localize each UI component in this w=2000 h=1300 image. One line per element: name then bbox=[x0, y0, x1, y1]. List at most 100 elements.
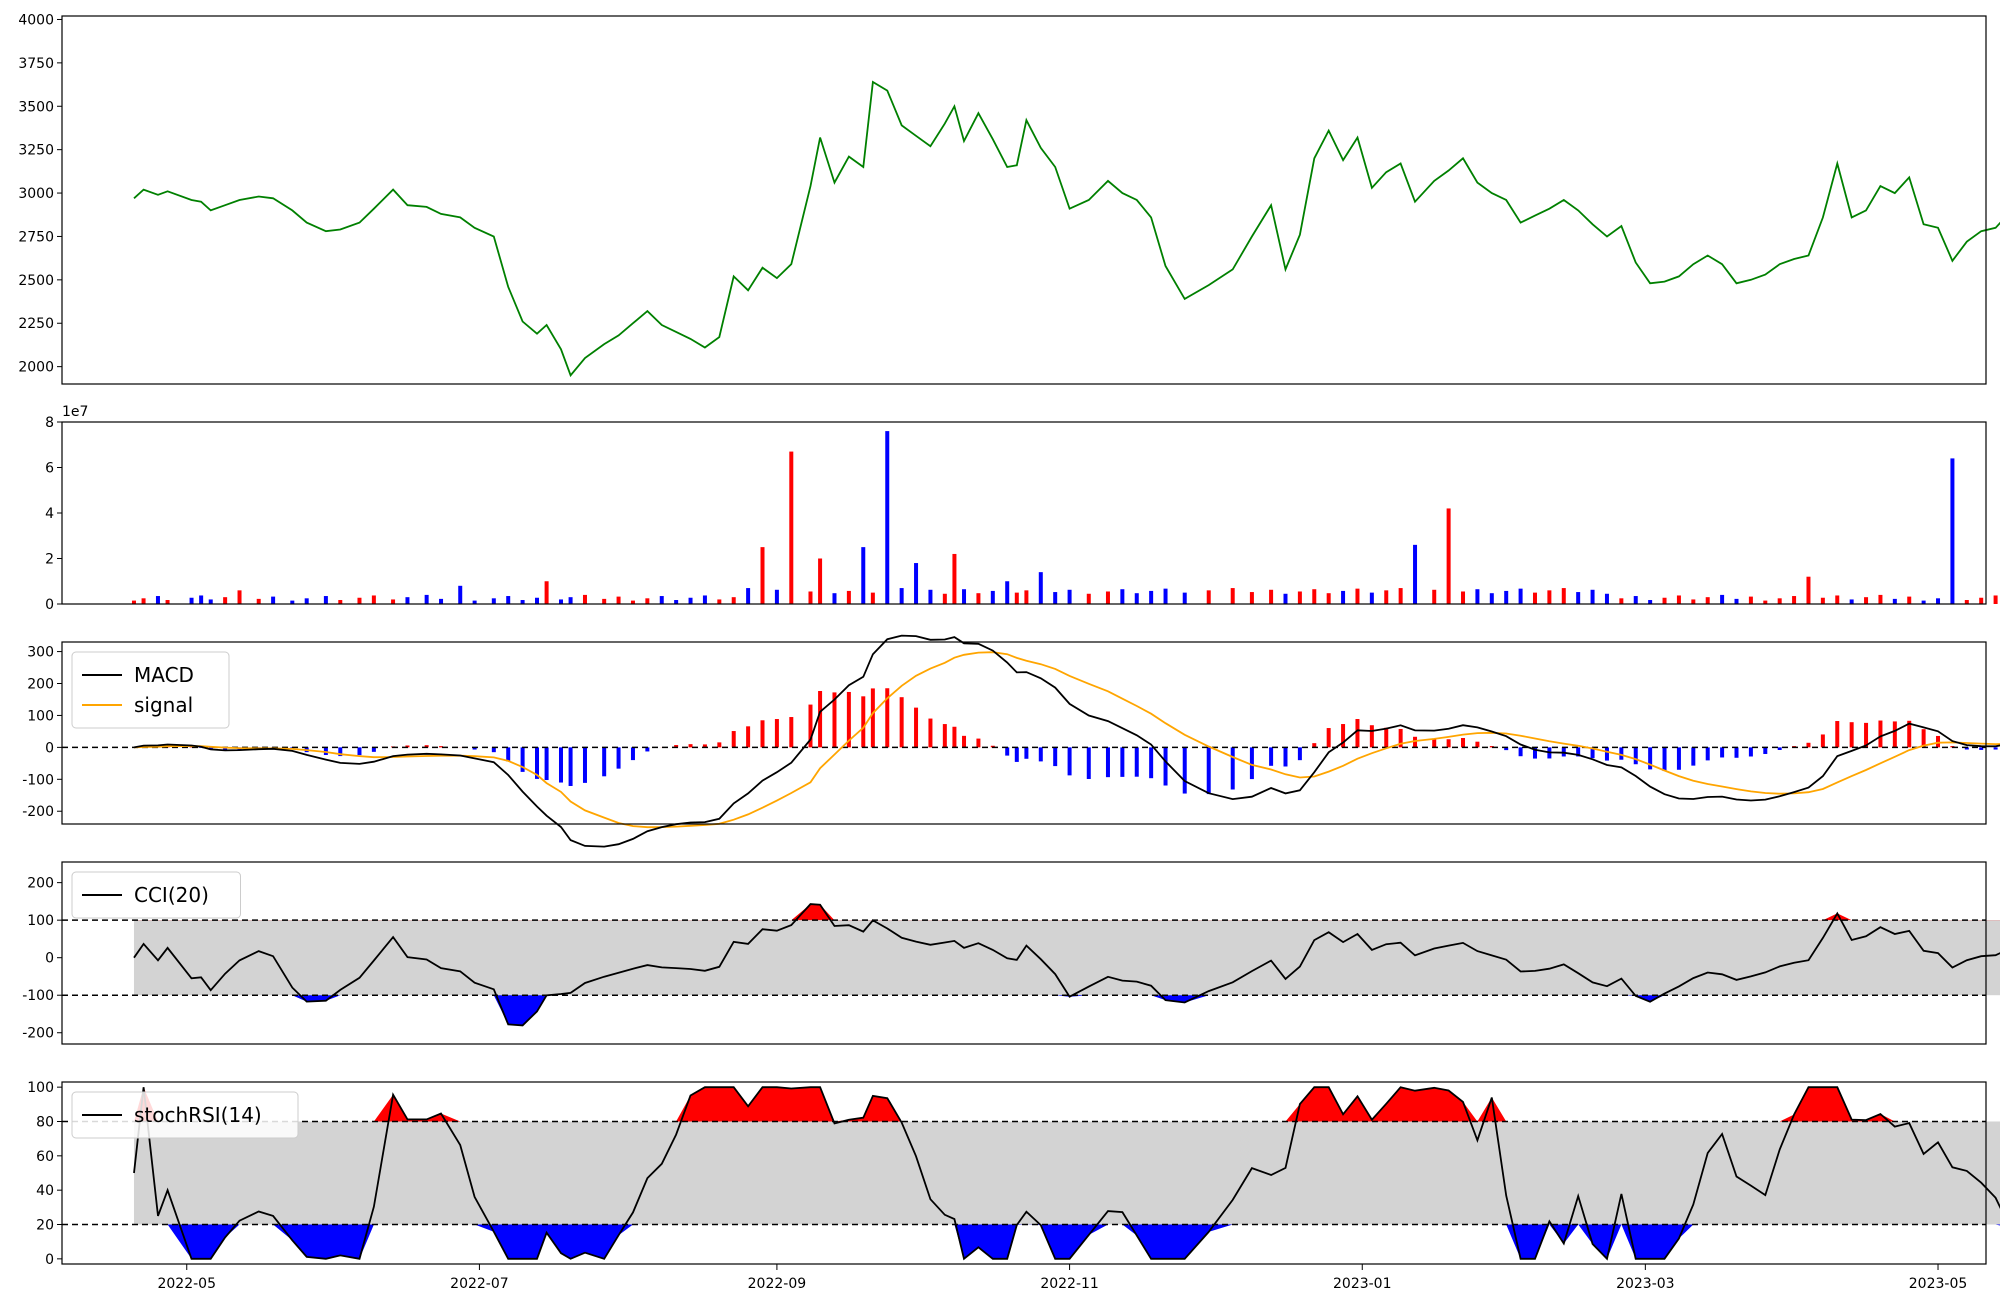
volume-bar bbox=[472, 600, 477, 604]
cci-legend-box bbox=[71, 871, 241, 919]
macd-hist-bar bbox=[1676, 747, 1681, 770]
volume-bar bbox=[357, 597, 362, 604]
macd-hist-bar bbox=[717, 742, 722, 748]
volume-bar bbox=[914, 563, 919, 604]
volume-bar bbox=[1777, 598, 1782, 604]
volume-bar bbox=[1619, 598, 1624, 604]
volume-bar bbox=[1763, 600, 1768, 604]
volume-bar bbox=[630, 600, 635, 604]
volume-bar bbox=[1849, 599, 1854, 604]
volume-bar bbox=[702, 595, 707, 604]
cci-line bbox=[133, 903, 2000, 1027]
macd-hist-bar bbox=[914, 707, 919, 748]
macd-hist-bar bbox=[645, 747, 650, 752]
volume-bar bbox=[1648, 600, 1653, 604]
volume-bar bbox=[568, 597, 573, 604]
macd-hist-bar bbox=[1475, 741, 1480, 748]
macd-hist-bar bbox=[1120, 747, 1125, 777]
macd-hist-bar bbox=[1806, 742, 1811, 748]
stochrsi-ytick-label: 80 bbox=[36, 1114, 54, 1130]
volume-bar bbox=[208, 599, 213, 604]
x-tick-label: 2022-11 bbox=[1040, 1276, 1099, 1292]
macd-hist-bar bbox=[731, 731, 736, 748]
price-ytick-label: 3500 bbox=[18, 99, 54, 115]
volume-bar bbox=[1024, 590, 1029, 604]
macd-hist-bar bbox=[846, 691, 851, 748]
cci-ytick-label: -100 bbox=[22, 988, 54, 1004]
volume-bar bbox=[405, 597, 410, 604]
price-ytick-label: 3750 bbox=[18, 56, 54, 72]
volume-bar bbox=[1182, 592, 1187, 604]
volume-bar bbox=[371, 595, 376, 604]
macd-hist-bar bbox=[424, 745, 429, 748]
volume-bar bbox=[1864, 597, 1869, 604]
macd-hist-bar bbox=[1206, 747, 1211, 795]
x-tick-label: 2023-03 bbox=[1616, 1276, 1675, 1292]
macd-hist-bar bbox=[630, 747, 635, 761]
cci-panel: -200 -100 0 100 200 CCI(20) bbox=[22, 861, 2000, 1045]
macd-hist-bar bbox=[1705, 747, 1710, 761]
volume-bar bbox=[1369, 592, 1374, 604]
macd-hist-bar bbox=[616, 747, 621, 769]
x-tick-label: 2022-07 bbox=[450, 1276, 509, 1292]
volume-bar bbox=[645, 598, 650, 604]
volume-bar bbox=[899, 588, 904, 604]
macd-hist-bar bbox=[439, 746, 444, 748]
macd-legend-label: MACD bbox=[134, 663, 194, 687]
macd-hist-bar bbox=[1163, 747, 1168, 786]
volume-ytick-label: 8 bbox=[45, 415, 54, 431]
volume-bar bbox=[1950, 458, 1955, 604]
macd-hist-bar bbox=[357, 747, 362, 756]
volume-bar bbox=[1341, 590, 1346, 604]
price-panel: 2000 2250 2500 2750 3000 3250 3500 3750 4000 bbox=[18, 12, 2000, 385]
volume-bar bbox=[1820, 597, 1825, 604]
macd-hist-bar bbox=[1835, 721, 1840, 748]
volume-bar bbox=[1053, 592, 1058, 604]
macd-hist-bar bbox=[746, 726, 751, 748]
volume-bar bbox=[1504, 590, 1509, 604]
price-ytick-label: 2500 bbox=[18, 273, 54, 289]
macd-hist-bar bbox=[1283, 747, 1288, 767]
macd-hist-bar bbox=[223, 747, 228, 751]
macd-hist-bar bbox=[808, 704, 813, 748]
macd-hist-bar bbox=[1398, 728, 1403, 748]
macd-hist-bar bbox=[1936, 735, 1941, 748]
volume-bar bbox=[659, 596, 664, 604]
macd-hist-bar bbox=[976, 738, 981, 748]
volume-bar bbox=[199, 595, 204, 604]
macd-line bbox=[133, 634, 2000, 848]
macd-hist-bar bbox=[582, 747, 587, 783]
volume-bar bbox=[602, 598, 607, 604]
volume-bar bbox=[1921, 600, 1926, 604]
volume-bar bbox=[535, 597, 540, 604]
cci-ytick-label: 100 bbox=[27, 913, 54, 929]
macd-hist-bar bbox=[1297, 747, 1302, 761]
volume-bar bbox=[1518, 588, 1523, 604]
volume-bar bbox=[1014, 592, 1019, 604]
volume-bar bbox=[1475, 589, 1480, 604]
x-tick-label: 2022-05 bbox=[157, 1276, 216, 1292]
volume-bar bbox=[1120, 589, 1125, 604]
macd-hist-bar bbox=[520, 747, 525, 772]
macd-hist-bar bbox=[506, 747, 511, 762]
macd-hist-bar bbox=[1864, 722, 1869, 748]
volume-bar bbox=[1892, 598, 1897, 604]
price-ytick-label: 2000 bbox=[18, 360, 54, 376]
macd-ytick-label: 200 bbox=[27, 677, 54, 693]
volume-bar bbox=[1355, 588, 1360, 604]
volume-bar bbox=[1662, 597, 1667, 604]
volume-bar bbox=[1269, 589, 1274, 604]
volume-bar bbox=[1206, 590, 1211, 604]
macd-ytick-label: 300 bbox=[27, 645, 54, 661]
volume-bar bbox=[1432, 589, 1437, 604]
macd-hist-bar bbox=[1489, 746, 1494, 748]
volume-bar bbox=[141, 598, 146, 604]
macd-hist-bar bbox=[1518, 747, 1523, 757]
volume-bar bbox=[338, 600, 343, 604]
volume-bar bbox=[323, 596, 328, 604]
macd-hist-bar bbox=[688, 744, 693, 748]
macd-hist-bar bbox=[1369, 725, 1374, 748]
volume-bar bbox=[885, 431, 890, 604]
macd-hist-bar bbox=[1662, 747, 1667, 772]
macd-hist-bar bbox=[885, 688, 890, 748]
